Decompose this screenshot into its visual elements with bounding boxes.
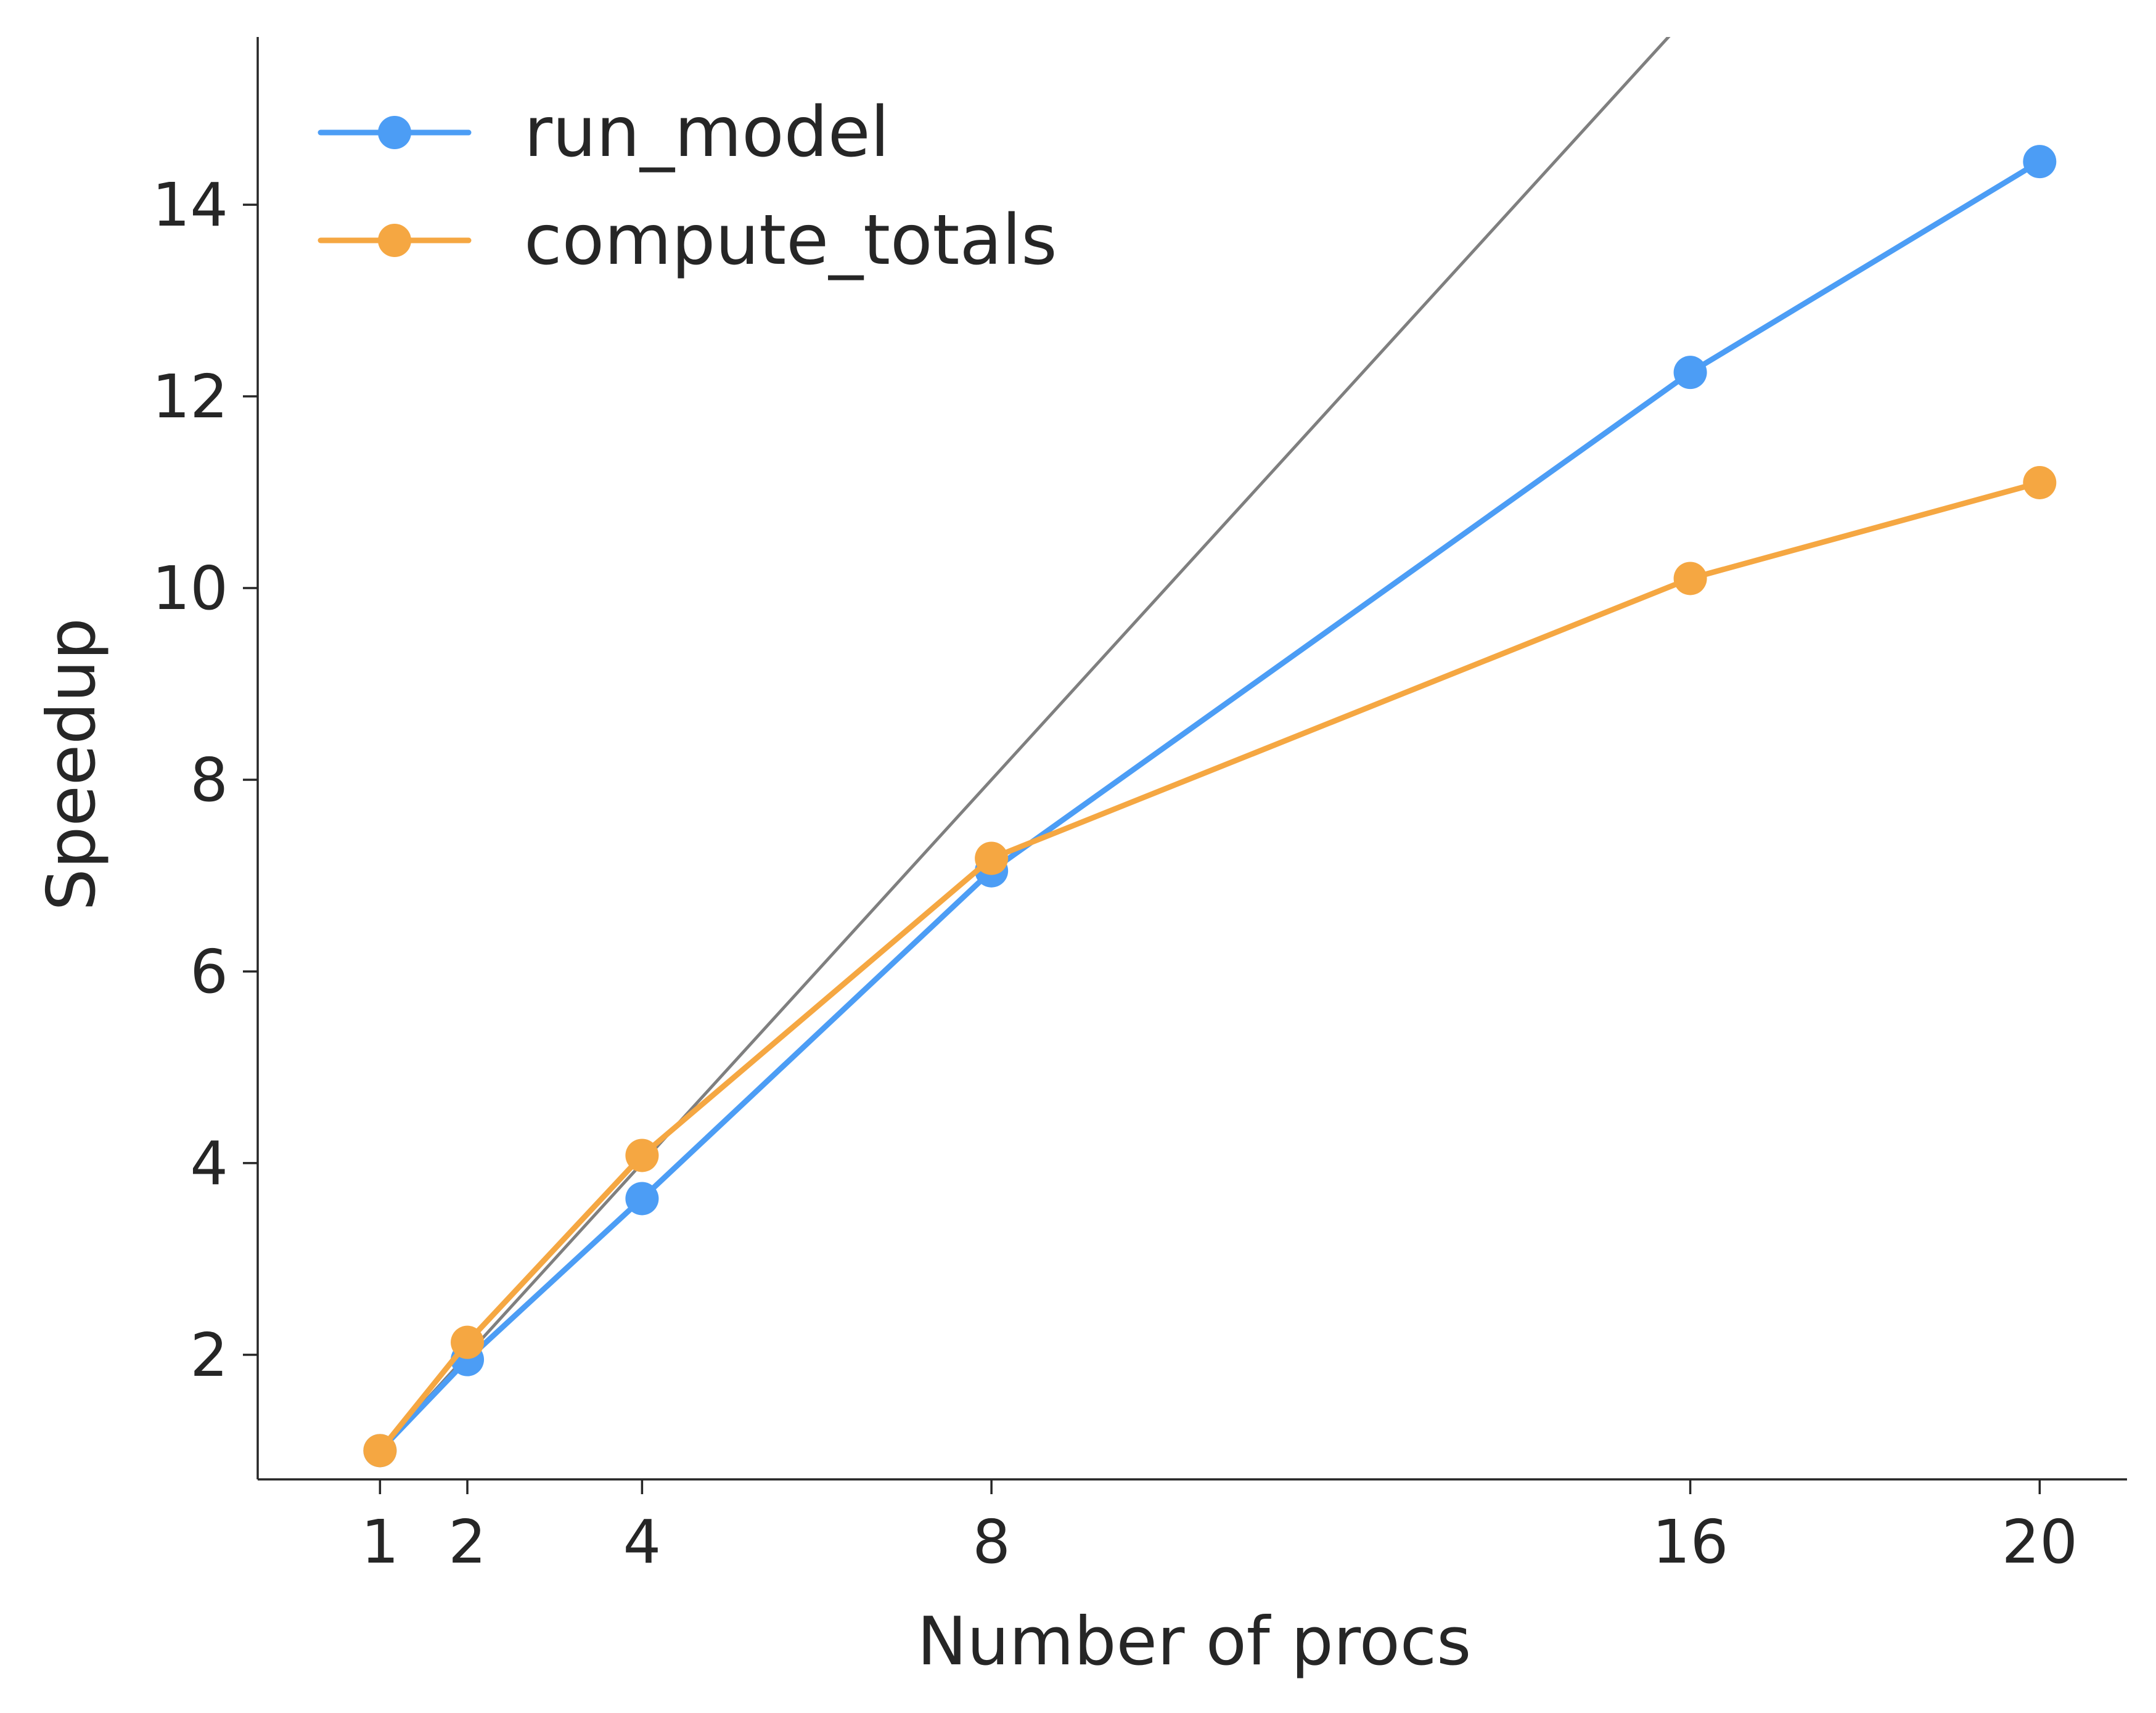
plot-area xyxy=(363,37,2057,1468)
y-tick-label-4: 4 xyxy=(190,1129,228,1198)
legend-marker-run_model xyxy=(378,116,411,149)
x-tick-label-4: 4 xyxy=(623,1507,662,1577)
series-line-compute_totals xyxy=(377,480,2043,1453)
y-tick-label-2: 2 xyxy=(190,1320,228,1390)
y-tick-label-10: 10 xyxy=(152,554,228,623)
y-axis-title: Speedup xyxy=(33,618,110,911)
y-tick-label-12: 12 xyxy=(152,362,228,431)
series-point-compute_totals-4 xyxy=(625,1139,659,1172)
x-tick-label-2: 2 xyxy=(448,1507,486,1577)
series-point-run_model-16 xyxy=(1673,356,1707,390)
legend-marker-compute_totals xyxy=(378,224,411,257)
series-point-run_model-4 xyxy=(625,1182,659,1216)
series-point-run_model-20 xyxy=(2023,145,2057,179)
series-line-run_model xyxy=(377,158,2043,1453)
y-tick-label-8: 8 xyxy=(190,745,228,815)
x-tick-label-1: 1 xyxy=(361,1507,399,1577)
series-point-compute_totals-2 xyxy=(451,1325,485,1359)
legend: run_model compute_totals xyxy=(318,92,1057,280)
legend-entry-run_model: run_model xyxy=(318,92,890,173)
x-tick-label-16: 16 xyxy=(1652,1507,1728,1577)
x-tick-label-8: 8 xyxy=(972,1507,1010,1577)
series-point-compute_totals-1 xyxy=(363,1434,397,1468)
legend-entry-compute_totals: compute_totals xyxy=(318,200,1057,280)
y-tick-label-6: 6 xyxy=(190,937,228,1007)
series-point-compute_totals-16 xyxy=(1673,562,1707,595)
legend-label-compute_totals: compute_totals xyxy=(524,200,1057,280)
x-axis-title: Number of procs xyxy=(917,1603,1472,1680)
series-point-compute_totals-20 xyxy=(2023,465,2057,499)
y-tick-label-14: 14 xyxy=(152,170,228,240)
series-point-compute_totals-8 xyxy=(975,841,1009,875)
legend-label-run_model: run_model xyxy=(524,92,890,173)
ideal-speedup-line xyxy=(379,37,1671,1452)
x-tick-label-20: 20 xyxy=(2002,1507,2078,1577)
